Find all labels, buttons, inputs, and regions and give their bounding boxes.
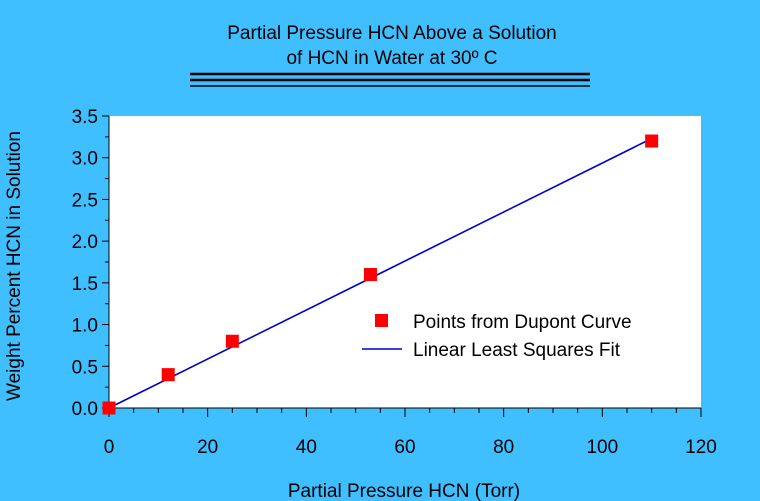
x-tick-label: 40 [296, 437, 317, 458]
y-tick-label: 2.0 [72, 232, 98, 253]
x-tick-label: 120 [685, 437, 717, 458]
x-axis: 0 20 40 60 80 100 120 [104, 407, 717, 458]
y-tick-label: 2.5 [72, 190, 98, 211]
y-tick-label: 3.5 [72, 107, 98, 128]
legend-marker-points [375, 314, 388, 327]
data-point [161, 368, 175, 382]
chart-title-line-1: Partial Pressure HCN Above a Solution [227, 23, 557, 44]
legend-label-fit: Linear Least Squares Fit [413, 340, 621, 361]
legend: Points from Dupont Curve Linear Least Sq… [362, 312, 632, 361]
x-tick-label: 0 [104, 437, 115, 458]
y-axis-label: Weight Percent HCN in Solution [4, 131, 25, 401]
x-axis-label: Partial Pressure HCN (Torr) [288, 481, 520, 501]
data-point [102, 401, 116, 415]
title-underline [190, 72, 590, 87]
y-tick-label: 0.0 [72, 399, 98, 420]
x-tick-label: 60 [394, 437, 415, 458]
x-tick-label: 80 [493, 437, 514, 458]
fit-line [108, 137, 653, 409]
data-point [225, 334, 239, 348]
y-axis: 0.0 0.5 1.0 1.5 2.0 2.5 3.0 3.5 [72, 107, 110, 420]
x-tick-label: 20 [197, 437, 218, 458]
y-tick-label: 3.0 [72, 149, 98, 170]
legend-label-points: Points from Dupont Curve [413, 312, 632, 333]
data-point [363, 268, 377, 282]
data-point [645, 134, 659, 148]
y-tick-label: 1.0 [72, 316, 98, 337]
series-layer [102, 134, 659, 415]
y-tick-label: 1.5 [72, 274, 98, 295]
y-tick-label: 0.5 [72, 357, 98, 378]
chart-title-line-2: of HCN in Water at 30º C [286, 48, 497, 69]
x-tick-label: 100 [586, 437, 618, 458]
